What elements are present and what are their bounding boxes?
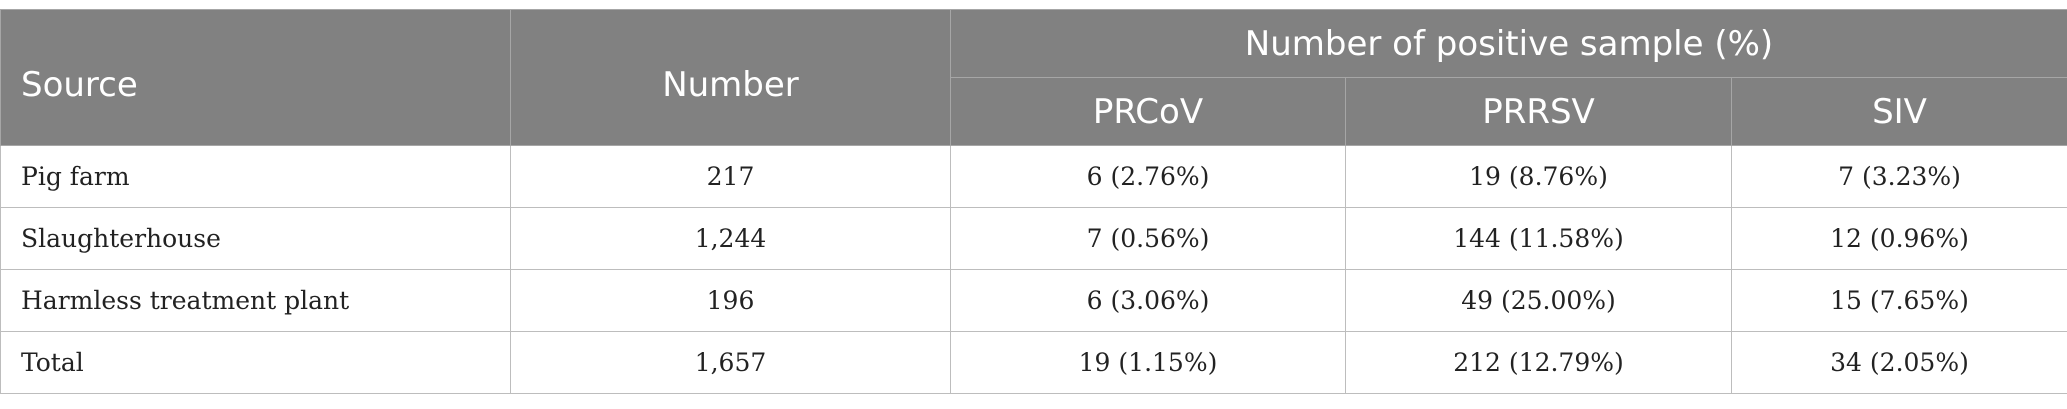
table-row-total: Total 1,657 19 (1.15%) 212 (12.79%) 34 (… [0, 331, 2067, 394]
table-row: Pig farm 217 6 (2.76%) 19 (8.76%) 7 (3.2… [0, 145, 2067, 208]
cell-source: Pig farm [0, 145, 511, 208]
table-row: Slaughterhouse 1,244 7 (0.56%) 144 (11.5… [0, 207, 2067, 270]
cell-source: Slaughterhouse [0, 207, 511, 270]
table-row: Harmless treatment plant 196 6 (3.06%) 4… [0, 269, 2067, 332]
header-source: Source [0, 9, 511, 146]
table-body: Pig farm 217 6 (2.76%) 19 (8.76%) 7 (3.2… [0, 145, 2067, 394]
cell-prrsv: 49 (25.00%) [1345, 269, 1732, 332]
cell-prrsv: 212 (12.79%) [1345, 331, 1732, 394]
header-row-top: Source Number Number of positive sample … [0, 9, 2067, 146]
cell-prcov: 7 (0.56%) [950, 207, 1346, 270]
cell-siv: 15 (7.65%) [1731, 269, 2067, 332]
cell-number: 1,244 [510, 207, 951, 270]
header-positive-sample-group: Number of positive sample (%) [950, 9, 2067, 78]
cell-siv: 12 (0.96%) [1731, 207, 2067, 270]
cell-number: 217 [510, 145, 951, 208]
positive-samples-table-container: Source Number Number of positive sample … [0, 9, 2067, 394]
cell-siv: 7 (3.23%) [1731, 145, 2067, 208]
header-number: Number [510, 9, 951, 146]
cell-prrsv: 19 (8.76%) [1345, 145, 1732, 208]
cell-source: Total [0, 331, 511, 394]
header-prcov: PRCoV [950, 77, 1346, 146]
cell-prcov: 19 (1.15%) [950, 331, 1346, 394]
header-prrsv: PRRSV [1345, 77, 1732, 146]
cell-siv: 34 (2.05%) [1731, 331, 2067, 394]
cell-prcov: 6 (3.06%) [950, 269, 1346, 332]
cell-number: 1,657 [510, 331, 951, 394]
cell-source: Harmless treatment plant [0, 269, 511, 332]
cell-prrsv: 144 (11.58%) [1345, 207, 1732, 270]
header-row-sub: PRCoV PRRSV SIV [1, 77, 2067, 146]
table-header: Source Number Number of positive sample … [0, 9, 2067, 146]
cell-number: 196 [510, 269, 951, 332]
header-siv: SIV [1731, 77, 2067, 146]
positive-samples-table: Source Number Number of positive sample … [0, 9, 2067, 394]
cell-prcov: 6 (2.76%) [950, 145, 1346, 208]
